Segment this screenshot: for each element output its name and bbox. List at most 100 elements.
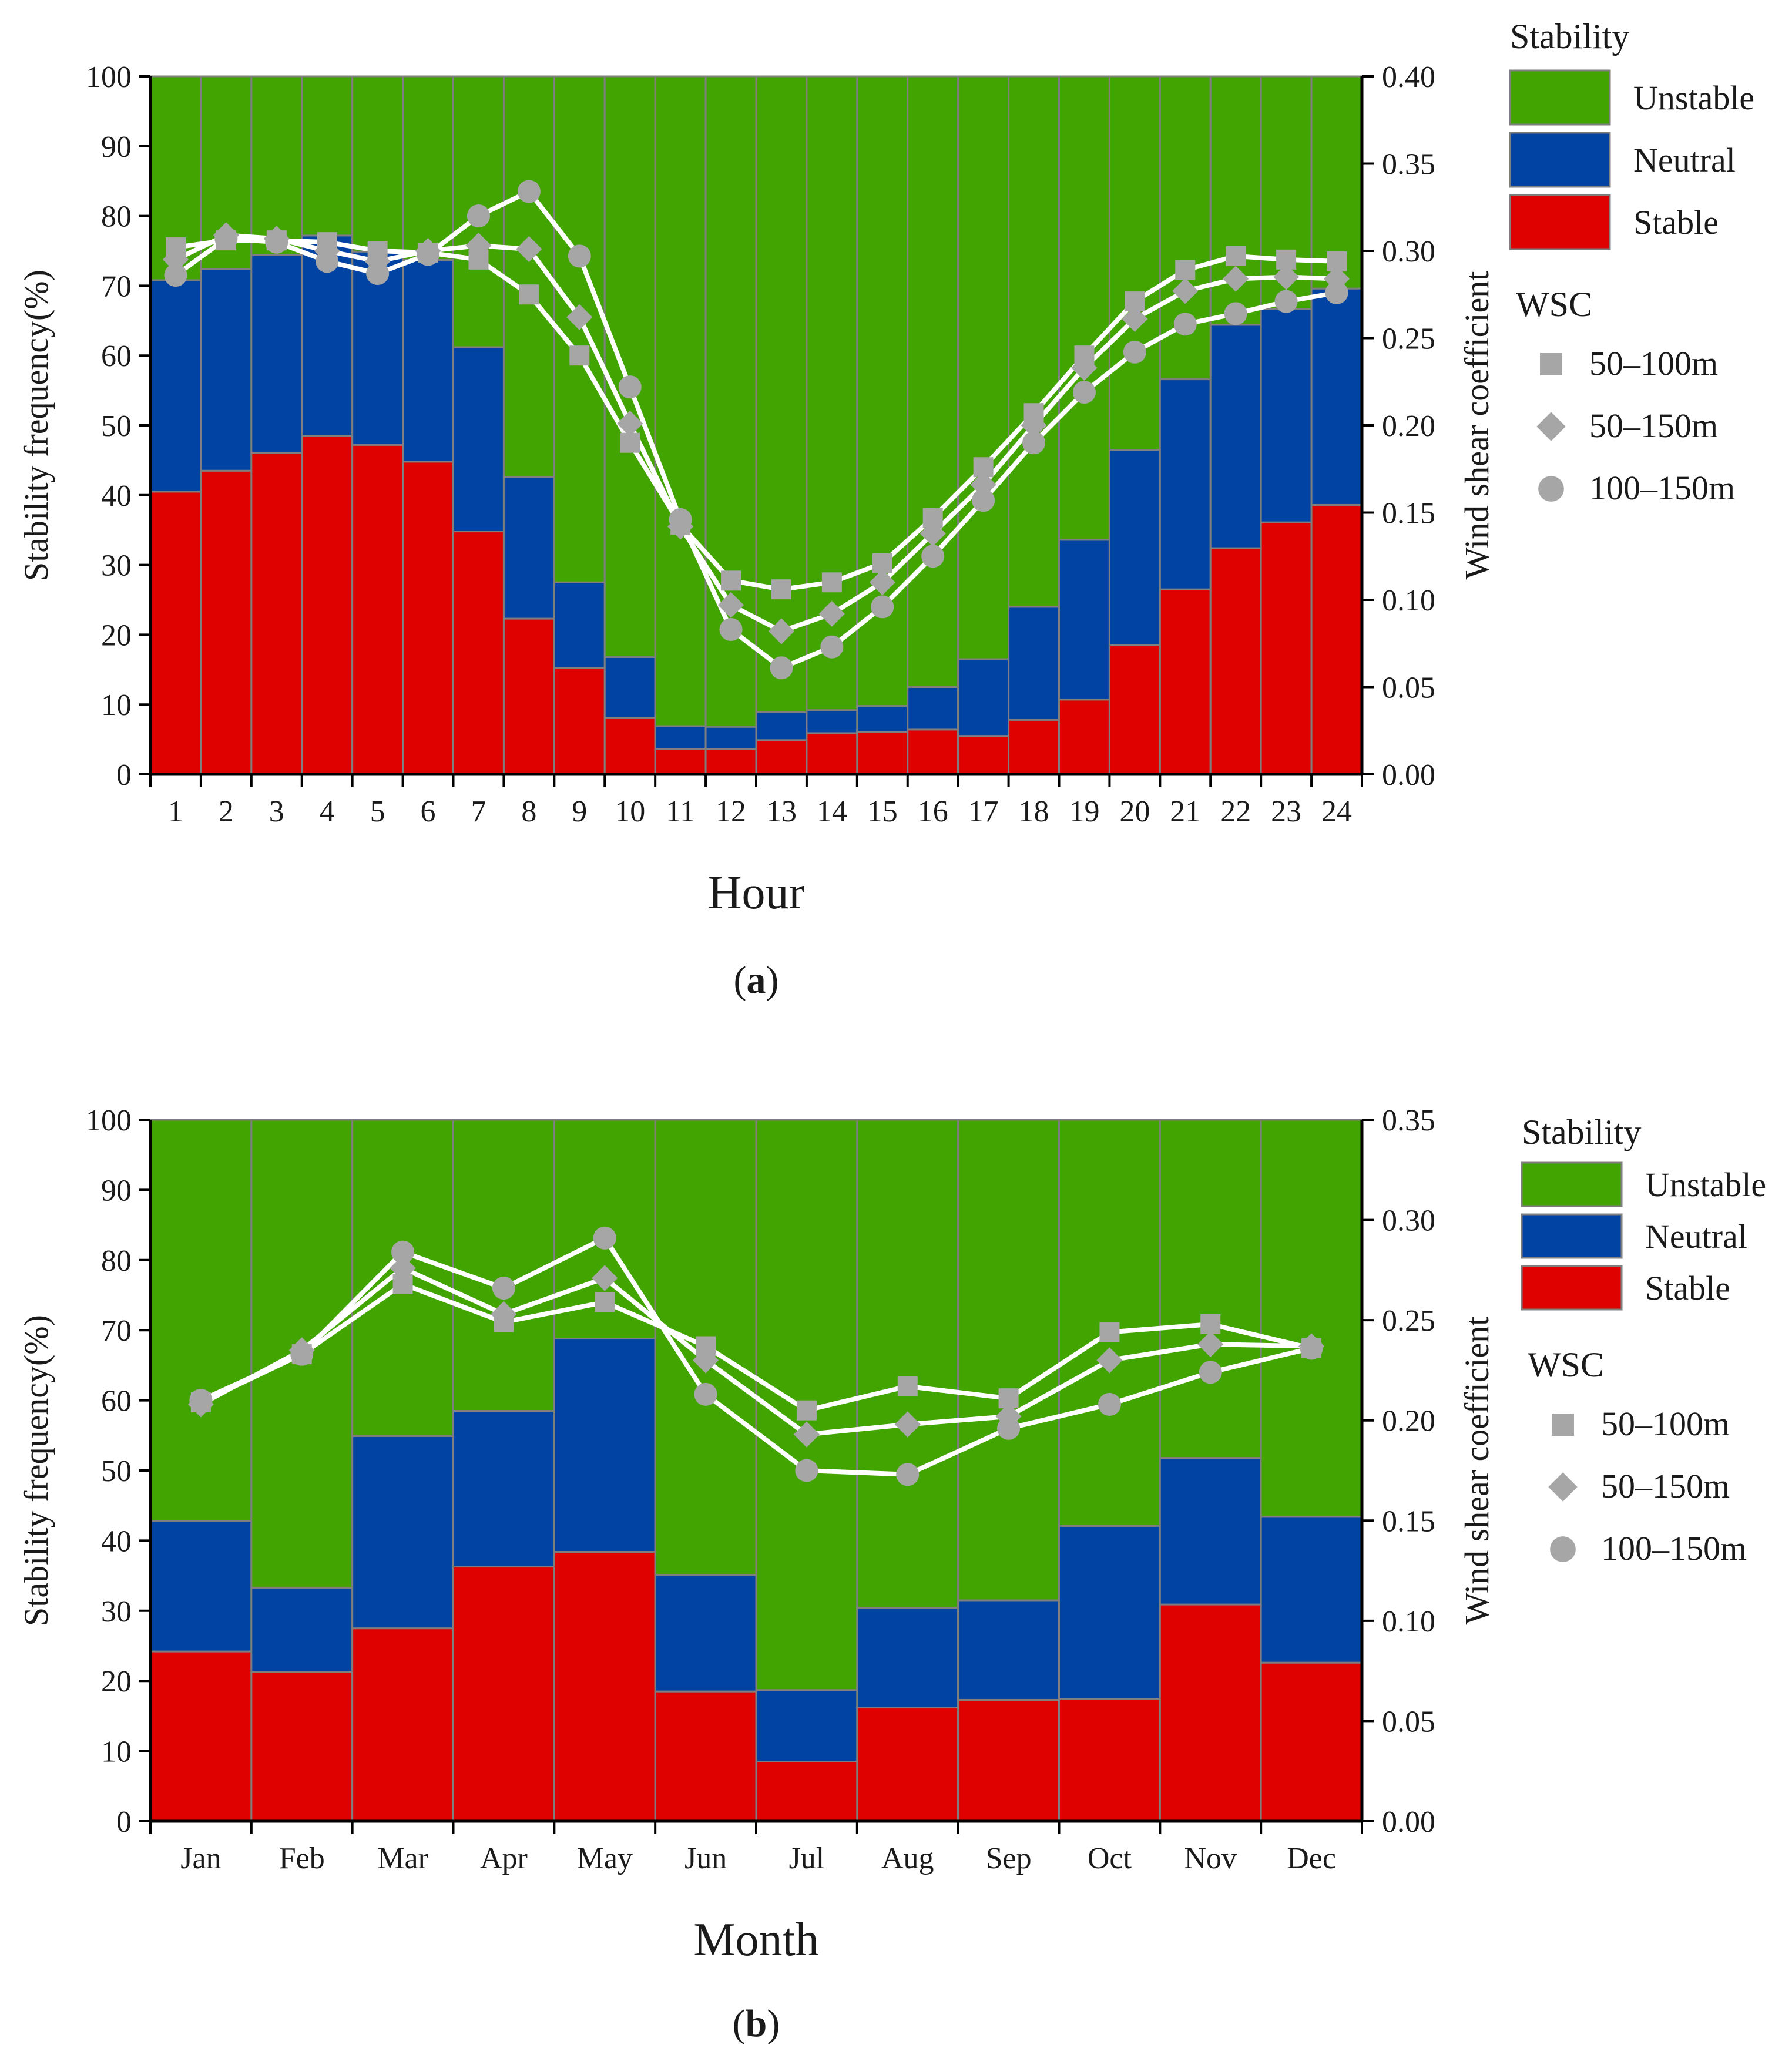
- x-tick-label-mar: Mar: [377, 1842, 428, 1875]
- bar-unstable-19: [1058, 75, 1110, 541]
- bar-neutral-6: [402, 258, 454, 463]
- y-tick-label: 0: [116, 758, 132, 792]
- bar-neutral-jun: [654, 1574, 757, 1693]
- wsc-point-100-150m-15: [871, 595, 894, 619]
- y-tick-label: 50: [101, 1455, 132, 1488]
- x-tick-label-oct: Oct: [1088, 1842, 1132, 1875]
- wsc-point-100-150m-20: [1123, 340, 1146, 364]
- wsc-point-50-150m-1: [162, 246, 189, 273]
- wsc-point-50-150m-jul: [793, 1421, 820, 1448]
- x-tick-label-feb: Feb: [279, 1842, 325, 1875]
- bar-unstable-dec: [1260, 1119, 1363, 1518]
- wsc-point-50-150m-23: [1273, 264, 1300, 290]
- y-tick-label: 50: [101, 409, 132, 443]
- x-tick-label-dec: Dec: [1287, 1842, 1336, 1875]
- bar-stable-8: [502, 617, 555, 775]
- bar-stable-3: [250, 452, 303, 775]
- bar-unstable-17: [957, 75, 1010, 660]
- y-tick-label: 40: [101, 479, 132, 513]
- wsc-point-100-150m-16: [921, 545, 945, 568]
- x-tick-label-14: 14: [817, 795, 847, 828]
- y-tick-label: 70: [101, 1314, 132, 1348]
- bar-neutral-feb: [250, 1586, 354, 1673]
- wsc-point-100-150m-12: [719, 617, 743, 642]
- bar-stable-1: [149, 491, 202, 775]
- y-tick-label: 60: [101, 340, 132, 373]
- wsc-point-100-150m-dec: [1300, 1337, 1323, 1360]
- wsc-point-100-150m-sep: [997, 1416, 1021, 1440]
- legend-label-neutral: Neutral: [1633, 141, 1736, 179]
- x-tick-label-nov: Nov: [1184, 1842, 1237, 1875]
- bar-neutral-14: [806, 709, 858, 734]
- bar-neutral-17: [957, 658, 1010, 737]
- y-tick-label: 100: [86, 1104, 132, 1137]
- wsc-point-50-100m-21: [1175, 260, 1196, 280]
- bar-neutral-7: [452, 346, 505, 533]
- legend-marker-50-150m: [1536, 412, 1566, 441]
- wsc-point-50-150m-17: [970, 471, 996, 498]
- bar-stable-jun: [654, 1690, 757, 1822]
- y-tick-label: 20: [101, 619, 132, 652]
- wsc-point-50-150m-may: [592, 1265, 618, 1291]
- bar-stable-jan: [149, 1650, 253, 1822]
- y-tick-label: 80: [101, 1244, 132, 1278]
- wsc-point-100-150m-2: [214, 227, 238, 250]
- wsc-point-100-150m-may: [593, 1226, 616, 1250]
- bar-neutral-2: [200, 268, 253, 472]
- wsc-point-50-150m-nov: [1197, 1331, 1224, 1358]
- wsc-point-50-150m-15: [869, 569, 895, 596]
- y2-tick-label: 0.15: [1382, 1505, 1435, 1538]
- wsc-point-50-150m-18: [1021, 412, 1047, 439]
- wsc-point-100-150m-nov: [1199, 1361, 1222, 1384]
- wsc-point-100-150m-23: [1274, 290, 1298, 313]
- wsc-point-100-150m-10: [618, 375, 642, 399]
- bar-neutral-1: [149, 279, 202, 493]
- y2-tick-label: 0.20: [1382, 1405, 1435, 1438]
- x-tick-label-aug: Aug: [881, 1842, 934, 1875]
- wsc-point-100-150m-22: [1224, 302, 1247, 325]
- y2-tick-label: 0.30: [1382, 1204, 1435, 1238]
- bar-neutral-18: [1008, 606, 1061, 721]
- legend-swatch-stable: [1521, 1265, 1623, 1311]
- wsc-point-50-150m-16: [920, 521, 946, 547]
- bar-neutral-11: [654, 725, 707, 750]
- legend-label-neutral: Neutral: [1645, 1217, 1747, 1255]
- bar-stable-15: [856, 731, 909, 775]
- x-tick-label-jan: Jan: [180, 1842, 221, 1875]
- bar-unstable-16: [907, 75, 959, 688]
- bar-stable-may: [553, 1551, 656, 1822]
- wsc-point-50-150m-7: [465, 232, 492, 259]
- bar-stable-12: [704, 748, 757, 775]
- bar-unstable-4: [301, 75, 354, 237]
- y-tick-label: 40: [101, 1525, 132, 1558]
- bar-stable-4: [301, 435, 354, 775]
- bar-neutral-oct: [1058, 1525, 1161, 1700]
- wsc-point-50-150m-9: [566, 304, 593, 330]
- bar-stable-20: [1108, 644, 1161, 775]
- bar-neutral-8: [502, 476, 555, 620]
- wsc-point-50-100m-jul: [796, 1400, 817, 1421]
- bar-stable-feb: [250, 1671, 354, 1822]
- x-tick-label-15: 15: [867, 795, 898, 828]
- panel-b-y2-axis-label: Wind shear coefficient: [1458, 1317, 1496, 1625]
- bar-stable-19: [1058, 699, 1110, 775]
- y-tick-label: 30: [101, 1595, 132, 1629]
- x-tick-label-16: 16: [918, 795, 948, 828]
- x-tick-label-9: 9: [572, 795, 587, 828]
- bar-neutral-5: [351, 250, 404, 446]
- y-tick-label: 10: [101, 689, 132, 722]
- bar-unstable-5: [351, 75, 404, 253]
- bar-neutral-12: [704, 726, 757, 750]
- wsc-point-50-100m-may: [595, 1292, 615, 1312]
- bar-stable-24: [1310, 503, 1363, 775]
- y2-tick-label: 0.00: [1382, 758, 1435, 792]
- wsc-point-50-150m-12: [717, 592, 744, 619]
- bar-neutral-9: [553, 581, 606, 669]
- x-tick-label-jun: Jun: [684, 1842, 727, 1875]
- y2-tick-label: 0.20: [1382, 409, 1435, 443]
- bar-stable-aug: [856, 1707, 959, 1822]
- bar-unstable-jan: [149, 1119, 253, 1522]
- bar-neutral-23: [1260, 308, 1313, 523]
- bar-neutral-apr: [452, 1410, 555, 1568]
- bar-neutral-dec: [1260, 1516, 1363, 1664]
